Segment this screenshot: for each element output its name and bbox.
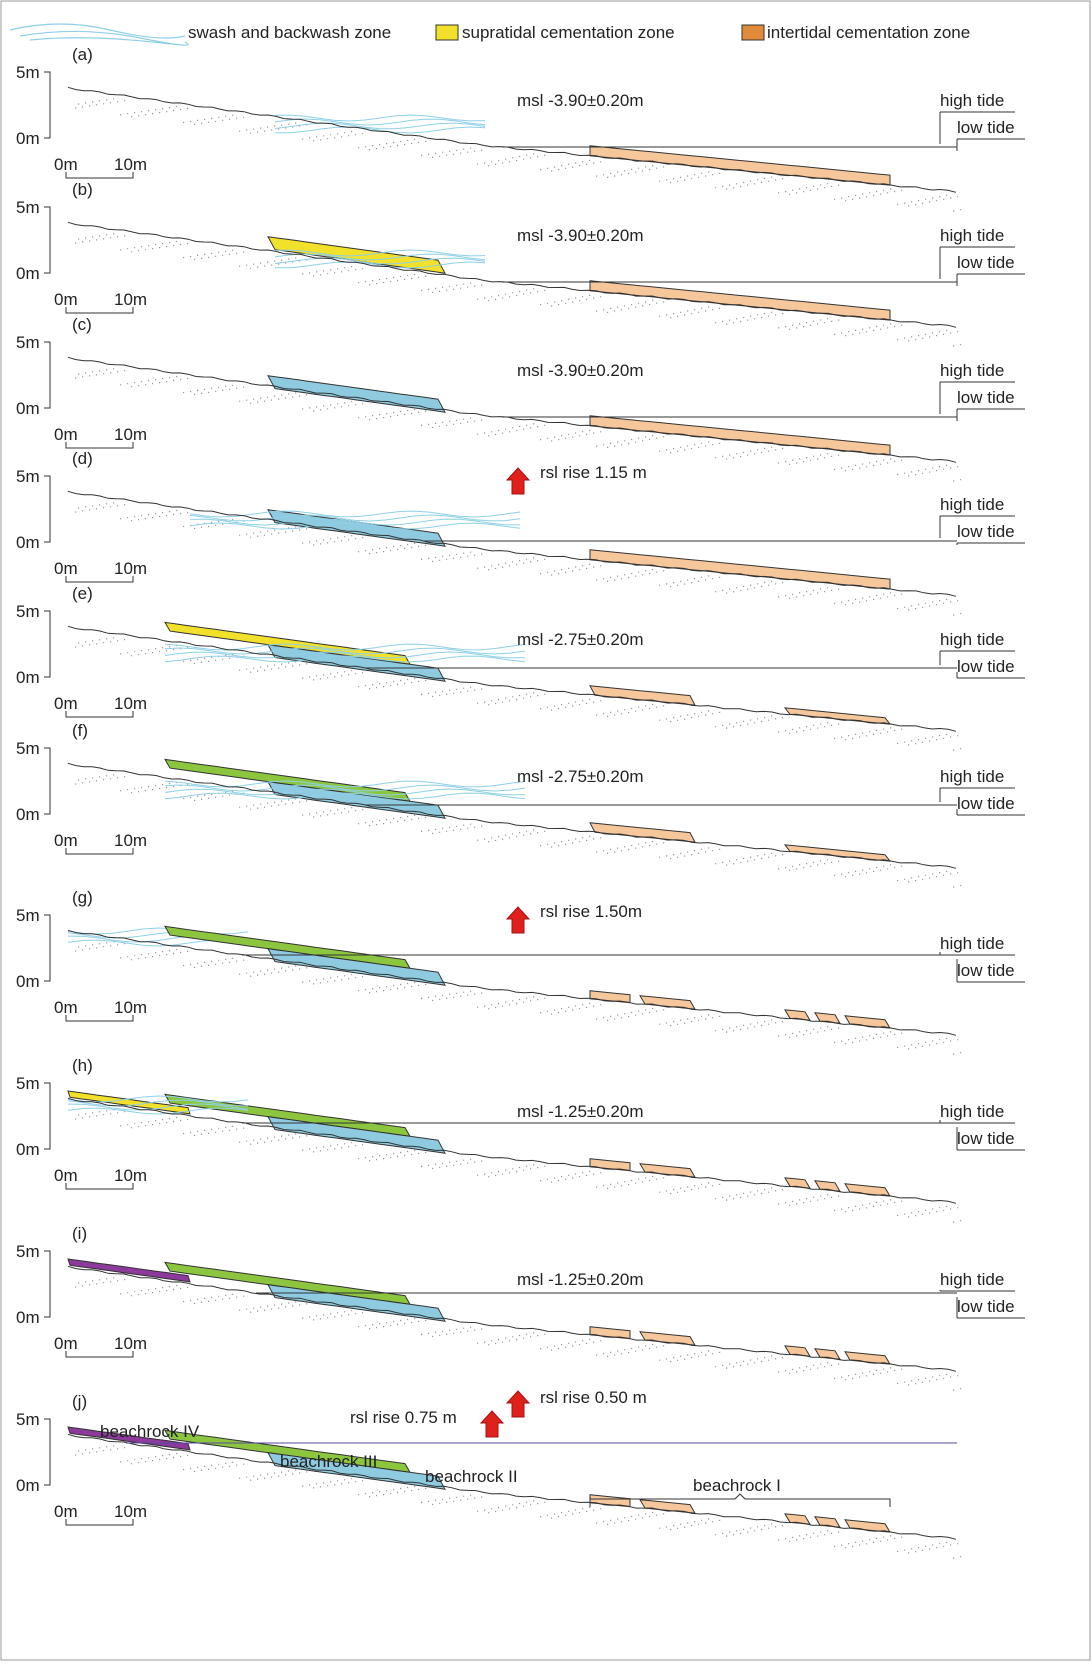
scale-end: 10m: [114, 998, 147, 1017]
scale-end: 10m: [114, 559, 147, 578]
y-top-label: 5m: [16, 333, 40, 352]
high-tide: high tide: [940, 495, 1004, 514]
high-tide: high tide: [940, 934, 1004, 953]
y-bottom-label: 0m: [16, 399, 40, 418]
y-bottom-label: 0m: [16, 264, 40, 283]
low-tide: low tide: [957, 388, 1015, 407]
y-bottom-label: 0m: [16, 129, 40, 148]
low-tide: low tide: [957, 1297, 1015, 1316]
y-bottom-label: 0m: [16, 1308, 40, 1327]
scale-start: 0m: [54, 1166, 78, 1185]
high-tide: high tide: [940, 1102, 1004, 1121]
beachrock-label: beachrock IV: [100, 1422, 200, 1441]
panel-label: (b): [72, 180, 93, 199]
panel-label: (h): [72, 1056, 93, 1075]
scale-end: 10m: [114, 425, 147, 444]
y-top-label: 5m: [16, 1242, 40, 1261]
scale-end: 10m: [114, 1334, 147, 1353]
y-top-label: 5m: [16, 602, 40, 621]
y-top-label: 5m: [16, 198, 40, 217]
legend-intertidal-swatch: [742, 25, 764, 40]
panel-label: (j): [72, 1392, 87, 1411]
high-tide: high tide: [940, 91, 1004, 110]
annotation: msl -1.25±0.20m: [517, 1270, 644, 1289]
frame: [1, 1, 1090, 1660]
scale-end: 10m: [114, 831, 147, 850]
panel-label: (f): [72, 721, 88, 740]
panel-label: (e): [72, 584, 93, 603]
low-tide: low tide: [957, 1129, 1015, 1148]
y-top-label: 5m: [16, 63, 40, 82]
low-tide: low tide: [957, 961, 1015, 980]
scale-start: 0m: [54, 559, 78, 578]
scale-start: 0m: [54, 290, 78, 309]
scale-end: 10m: [114, 1166, 147, 1185]
annotation: msl -3.90±0.20m: [517, 91, 644, 110]
panel-label: (c): [72, 315, 92, 334]
scale-end: 10m: [114, 694, 147, 713]
legend-swash: swash and backwash zone: [188, 23, 391, 42]
y-top-label: 5m: [16, 467, 40, 486]
scale-end: 10m: [114, 155, 147, 174]
figure: swash and backwash zone supratidal cemen…: [0, 0, 1091, 1661]
scale-start: 0m: [54, 1502, 78, 1521]
annotation: rsl rise 1.50m: [540, 902, 642, 921]
y-top-label: 5m: [16, 739, 40, 758]
high-tide: high tide: [940, 1270, 1004, 1289]
annotation: msl -1.25±0.20m: [517, 1102, 644, 1121]
y-bottom-label: 0m: [16, 972, 40, 991]
y-bottom-label: 0m: [16, 533, 40, 552]
y-bottom-label: 0m: [16, 1476, 40, 1495]
scale-start: 0m: [54, 831, 78, 850]
y-top-label: 5m: [16, 1410, 40, 1429]
scale-start: 0m: [54, 694, 78, 713]
legend-supratidal-swatch: [436, 25, 458, 40]
y-top-label: 5m: [16, 906, 40, 925]
low-tide: low tide: [957, 118, 1015, 137]
scale-start: 0m: [54, 1334, 78, 1353]
y-bottom-label: 0m: [16, 805, 40, 824]
scale-end: 10m: [114, 1502, 147, 1521]
beachrock-label: beachrock I: [693, 1476, 781, 1495]
annotation: rsl rise 1.15 m: [540, 463, 647, 482]
scale-end: 10m: [114, 290, 147, 309]
panel-label: (d): [72, 449, 93, 468]
panel-label: (i): [72, 1224, 87, 1243]
annotation: msl -3.90±0.20m: [517, 226, 644, 245]
low-tide: low tide: [957, 253, 1015, 272]
low-tide: low tide: [957, 522, 1015, 541]
annotation: msl -2.75±0.20m: [517, 630, 644, 649]
y-bottom-label: 0m: [16, 668, 40, 687]
y-top-label: 5m: [16, 1074, 40, 1093]
high-tide: high tide: [940, 630, 1004, 649]
annotation: msl -2.75±0.20m: [517, 767, 644, 786]
annotation: rsl rise 0.75 m: [350, 1408, 457, 1427]
low-tide: low tide: [957, 657, 1015, 676]
panel-label: (a): [72, 45, 93, 64]
high-tide: high tide: [940, 767, 1004, 786]
low-tide: low tide: [957, 794, 1015, 813]
beachrock-label: beachrock III: [280, 1452, 377, 1471]
scale-start: 0m: [54, 155, 78, 174]
high-tide: high tide: [940, 226, 1004, 245]
high-tide: high tide: [940, 361, 1004, 380]
legend-supratidal: supratidal cementation zone: [462, 23, 675, 42]
beachrock-label: beachrock II: [425, 1467, 518, 1486]
scale-start: 0m: [54, 998, 78, 1017]
panel-label: (g): [72, 888, 93, 907]
y-bottom-label: 0m: [16, 1140, 40, 1159]
legend-intertidal: intertidal cementation zone: [767, 23, 970, 42]
annotation: rsl rise 0.50 m: [540, 1388, 647, 1407]
scale-start: 0m: [54, 425, 78, 444]
annotation: msl -3.90±0.20m: [517, 361, 644, 380]
